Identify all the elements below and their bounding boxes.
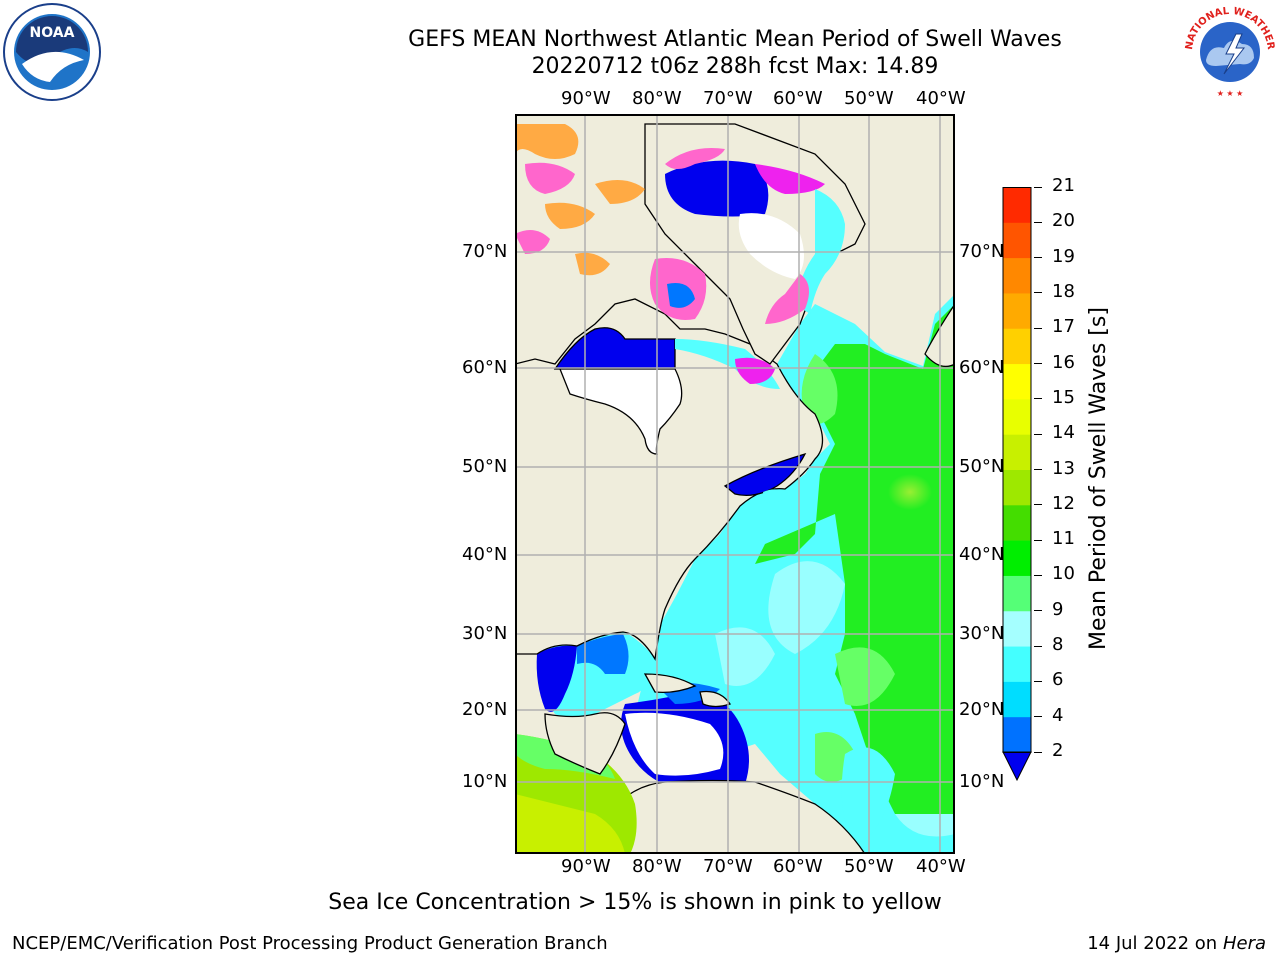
colorbar-tick-mark [1034,221,1042,223]
date-prefix: 14 Jul 2022 on [1087,933,1223,954]
colorbar-segment [1003,363,1031,400]
colorbar-tick-mark [1034,363,1042,365]
svg-text:★ ★ ★: ★ ★ ★ [1217,89,1244,98]
colorbar-segment [1003,328,1031,365]
colorbar-tick-label: 2 [1052,740,1064,761]
nws-logo: NATIONAL WEATHER SERVICE ★ ★ ★ [1180,4,1276,98]
colorbar-tick-mark [1034,257,1042,259]
chart-subtitle: 20220712 t06z 288h fcst Max: 14.89 [531,54,939,79]
lat-label-right: 10°N [959,771,1005,792]
colorbar-tick-label: 16 [1052,351,1075,373]
sea-ice-note: Sea Ice Concentration > 15% is shown in … [328,890,942,915]
colorbar-tick-label: 12 [1052,492,1075,514]
swell-period-map [515,114,955,854]
colorbar-tick-label: 13 [1052,457,1075,479]
colorbar-segment [1003,610,1031,647]
colorbar-tick-mark [1034,610,1042,612]
colorbar-segment [1003,540,1031,576]
lat-label-left: 50°N [462,456,508,477]
colorbar-tick-mark [1034,574,1042,576]
colorbar-segment [1003,646,1031,682]
colorbar-tick-label: 19 [1052,245,1075,267]
lat-label-right: 20°N [959,699,1005,720]
lat-label-left: 20°N [462,699,508,720]
colorbar-segment [1003,681,1031,718]
lat-label-right: 50°N [959,456,1005,477]
lon-label-bottom: 40°W [916,856,966,877]
lat-label-right: 30°N [959,623,1005,644]
colorbar-segment [1003,716,1031,753]
colorbar-tick-label: 14 [1052,422,1075,444]
colorbar-tick-label: 17 [1052,316,1075,338]
lat-label-right: 60°N [959,357,1005,378]
lat-label-left: 40°N [462,544,508,565]
colorbar-tick-label: 15 [1052,386,1075,408]
colorbar [1002,187,1032,782]
colorbar-segment [1003,222,1031,259]
date-text: 14 Jul 2022 on Hera [1087,933,1266,954]
lat-label-left: 30°N [462,623,508,644]
colorbar-tick-label: 4 [1052,704,1064,726]
colorbar-tick-mark [1034,504,1042,506]
colorbar-tick-mark [1034,469,1042,470]
lat-label-right: 70°N [959,241,1005,262]
lon-label-top: 90°W [561,88,611,109]
lon-label-bottom: 50°W [844,856,894,877]
colorbar-segment [1003,434,1031,470]
lat-label-left: 70°N [462,241,508,262]
lon-label-top: 70°W [703,88,753,109]
colorbar-segment [1003,187,1031,223]
colorbar-frame [1002,187,1032,753]
colorbar-segment [1003,292,1031,329]
colorbar-tick-label: 18 [1052,280,1075,302]
graticule [515,114,955,854]
lon-label-bottom: 90°W [561,856,611,877]
colorbar-tick-mark [1034,292,1042,294]
colorbar-tick-mark [1034,645,1042,647]
lon-label-top: 60°W [773,88,823,109]
colorbar-under-arrow [1002,751,1032,782]
colorbar-tick-mark [1034,398,1042,400]
colorbar-segment [1003,504,1031,541]
lon-label-top: 50°W [844,88,894,109]
credit-text: NCEP/EMC/Verification Post Processing Pr… [12,933,608,954]
noaa-logo-text: NOAA [30,25,75,41]
date-host: Hera [1222,933,1266,954]
colorbar-tick-label: 21 [1052,175,1075,196]
lon-label-bottom: 70°W [703,856,753,877]
lon-label-bottom: 60°W [773,856,823,877]
chart-title: GEFS MEAN Northwest Atlantic Mean Period… [408,27,1062,52]
colorbar-segment [1003,469,1031,506]
colorbar-tick-label: 8 [1052,634,1064,656]
colorbar-segment [1003,575,1031,612]
colorbar-tick-label: 11 [1052,528,1075,550]
colorbar-tick-label: 9 [1052,598,1064,620]
lat-label-right: 40°N [959,544,1005,565]
lat-label-left: 10°N [462,771,508,792]
colorbar-tick-mark [1034,539,1042,541]
long-period-swell-region [755,304,955,814]
noaa-logo: NOAA [3,3,101,101]
colorbar-tick-mark [1034,327,1042,329]
lon-label-top: 40°W [916,88,966,109]
lon-label-bottom: 80°W [632,856,682,877]
colorbar-tick-label: 10 [1052,563,1075,585]
colorbar-tick-label: 20 [1052,210,1075,232]
colorbar-tick-mark [1034,716,1042,718]
colorbar-tick-mark [1034,751,1042,753]
lon-label-top: 80°W [632,88,682,109]
colorbar-tick-mark [1034,186,1042,188]
map-frame [515,114,955,854]
colorbar-title: Mean Period of Swell Waves [s] [1086,307,1111,650]
lat-label-left: 60°N [462,357,508,378]
colorbar-tick-label: 6 [1052,669,1064,691]
colorbar-tick-mark [1034,680,1042,682]
colorbar-tick-mark [1034,433,1042,435]
colorbar-segment [1003,398,1031,435]
colorbar-segment [1003,257,1031,294]
